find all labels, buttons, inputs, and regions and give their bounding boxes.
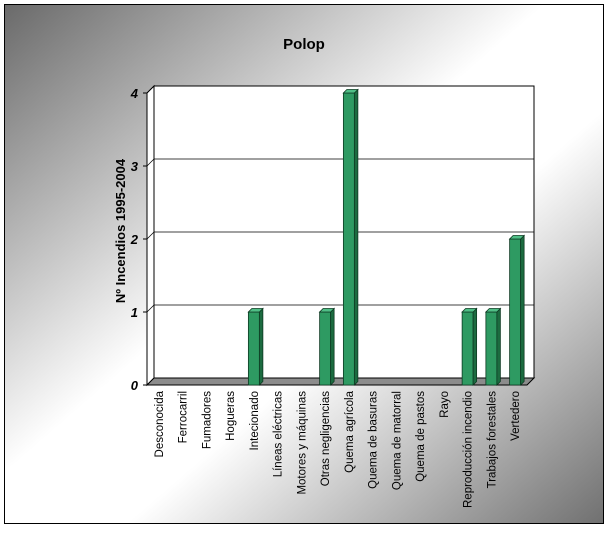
x-tick-label: Desconocida (154, 390, 166, 457)
x-tick-label: Rayo (439, 391, 451, 418)
bar-side-14 (472, 307, 478, 386)
bar-8 (319, 311, 332, 386)
x-tick-label: Quema de pastos (415, 391, 427, 482)
x-tick-label: Fumadores (201, 391, 213, 449)
x-tick-label: Quema agrícola (344, 390, 356, 472)
y-tick-label: 1 (131, 305, 138, 320)
bar-16 (509, 238, 522, 386)
chart-svg: Polop Nº Incendios 1995-2004 0 1 2 3 4 Descon… (5, 5, 603, 523)
bar-top-15 (484, 308, 502, 313)
y-axis-label: Nº Incendios 1995-2004 (113, 158, 128, 303)
x-tick-label: Otras negligencias (320, 391, 332, 486)
x-tick-label: Intecionado (249, 391, 261, 450)
gridline-side (146, 158, 155, 167)
bar-side-8 (330, 307, 335, 386)
gridline-side (146, 85, 155, 94)
gridline-side (146, 231, 155, 240)
bar-side-15 (496, 307, 501, 386)
x-tick-label: Ferrocarril (178, 391, 190, 443)
chart-title: Polop (283, 36, 325, 53)
bar-top-8 (318, 308, 336, 313)
x-tick-label: Hogueras (225, 391, 237, 441)
bar-top-5 (247, 308, 264, 313)
y-tick-label: 0 (131, 378, 139, 393)
gridline-side (146, 304, 155, 313)
bar-9 (342, 92, 355, 386)
bar-top-9 (342, 89, 359, 94)
x-tick-label: Quema de basuras (368, 391, 380, 489)
y-tick-label: 2 (130, 232, 139, 247)
bar-side-16 (520, 234, 525, 386)
bar-top-14 (461, 308, 478, 313)
x-tick-label: Reproducción incendio (463, 391, 475, 508)
bar-14 (461, 311, 474, 386)
y-tick-label: 4 (130, 86, 139, 101)
plot-area: 0 1 2 3 4 Desconocida Ferrocarril Fumadores Hogu… (130, 84, 536, 508)
chart-frame: Polop Nº Incendios 1995-2004 0 1 2 3 4 Descon… (4, 4, 604, 524)
x-tick-label: Líneas eléctricas (273, 391, 285, 478)
y-tick-label: 3 (131, 159, 139, 174)
bar-side-9 (353, 88, 359, 386)
bar-top-16 (508, 235, 526, 240)
bar-side-5 (258, 307, 264, 386)
bar-5 (247, 311, 260, 386)
x-tick-label: Motores y máquinas (296, 391, 308, 495)
x-tick-label: Quema de matorral (391, 391, 403, 490)
x-tick-label: Vertedero (510, 391, 522, 441)
x-tick-label: Trabajos forestales (486, 391, 498, 489)
bar-15 (485, 311, 498, 386)
